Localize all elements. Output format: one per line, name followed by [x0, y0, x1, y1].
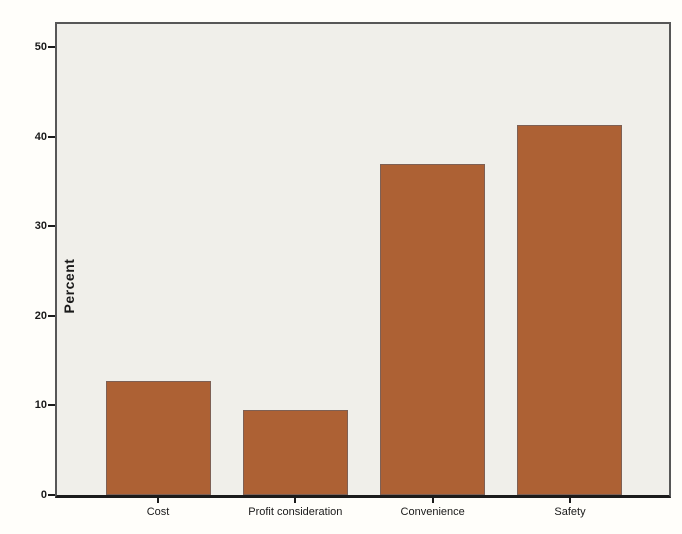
y-tick-label: 40	[34, 130, 47, 143]
x-tick-mark	[568, 498, 571, 503]
plot-area: Percent	[55, 22, 671, 498]
bar-safety	[517, 125, 623, 495]
y-axis-title: Percent	[61, 258, 77, 314]
y-tick-mark	[48, 135, 55, 138]
y-tick-label: 30	[34, 220, 47, 233]
y-tick-mark	[48, 46, 55, 49]
x-tick-label: Cost	[146, 506, 170, 518]
x-tick-label: Safety	[554, 506, 586, 518]
y-tick-label: 20	[34, 309, 47, 322]
bar-convenience	[380, 163, 486, 495]
x-tick-label: Convenience	[400, 506, 465, 518]
y-tick-mark	[48, 314, 55, 317]
y-tick-label: 10	[34, 399, 47, 412]
x-tick-mark	[431, 498, 434, 503]
y-tick-mark	[48, 404, 55, 407]
y-tick-label: 0	[40, 489, 47, 501]
y-tick-mark	[48, 225, 55, 228]
y-tick-label: 50	[34, 41, 47, 54]
x-tick-mark	[157, 498, 159, 503]
bar-profit-consideration	[242, 409, 348, 495]
x-tick-label: Profit consideration	[248, 506, 343, 518]
bar-cost	[105, 381, 211, 495]
x-tick-mark	[294, 498, 297, 503]
y-tick-mark	[48, 494, 55, 496]
